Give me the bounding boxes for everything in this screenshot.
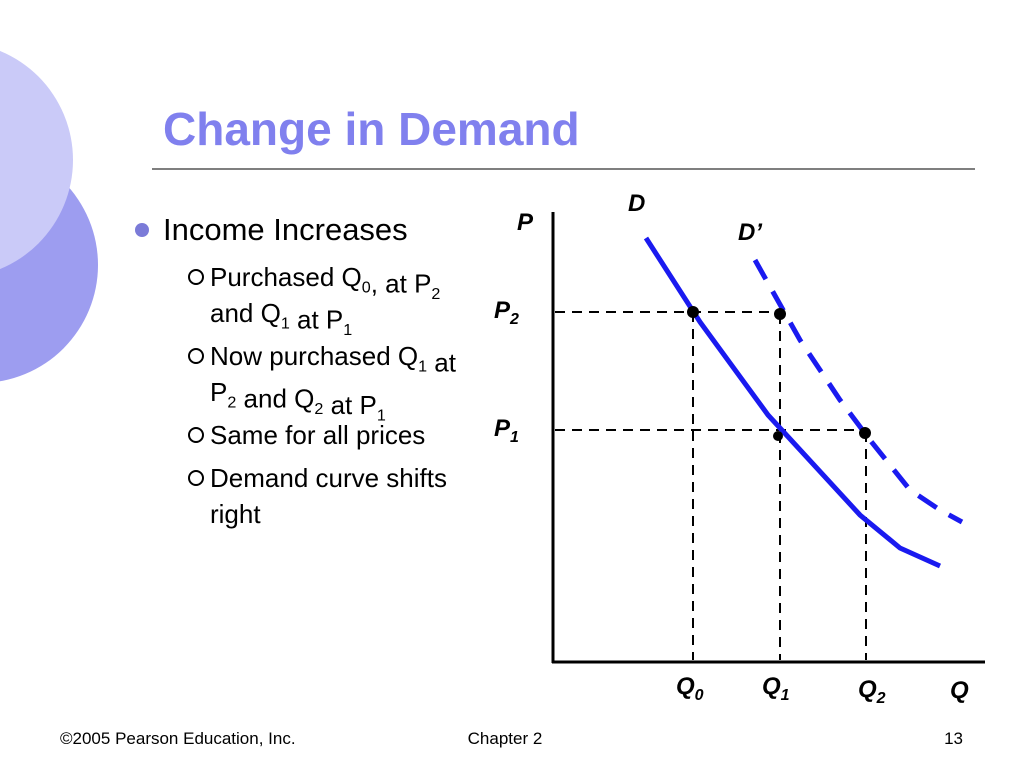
axis-label: Q: [950, 677, 969, 704]
sub-bullet-marker: [188, 427, 204, 443]
subscript: 0: [695, 687, 704, 704]
deco-circle: [0, 50, 73, 270]
subscript: 1: [281, 315, 290, 333]
footer-left: ©2005 Pearson Education, Inc.: [60, 729, 296, 748]
guides: [555, 311, 867, 660]
label-text: Q: [676, 673, 695, 700]
subscript: 1: [510, 429, 519, 446]
diagram-label: Q0: [676, 673, 704, 704]
subscript: 1: [377, 407, 386, 425]
sub-bullet-text: Now purchased Q1 at: [210, 341, 457, 378]
text-run: , at P: [371, 269, 432, 299]
sub-bullet-marker: [188, 470, 204, 486]
subscript: 2: [509, 311, 519, 328]
footer-center: Chapter 2: [468, 729, 543, 748]
point: [859, 427, 871, 439]
text-run: P: [210, 377, 227, 407]
bullet-text: Income Increases: [163, 212, 408, 247]
diagram-label: Q1: [762, 673, 790, 704]
sub-bullet-text: right: [210, 499, 261, 529]
point: [687, 306, 699, 318]
sub-bullet-text: Same for all prices: [210, 420, 425, 450]
subscript: 1: [781, 687, 790, 704]
text-run: at: [427, 348, 457, 378]
sub-bullet-marker: [188, 348, 204, 364]
text-run: and Q: [210, 298, 281, 328]
text-run: Income Increases: [163, 212, 408, 247]
text-run: at P: [290, 305, 343, 335]
point: [773, 431, 783, 441]
point: [774, 308, 786, 320]
text-run: Now purchased Q: [210, 341, 418, 371]
sub-bullet-text: and Q1 at P1: [210, 298, 352, 339]
text-run: Purchased Q: [210, 262, 362, 292]
label-text: Q: [762, 673, 781, 700]
text-run: right: [210, 499, 261, 529]
subscript: 1: [418, 358, 427, 376]
label-text: Q: [858, 676, 877, 703]
diagram-label: P2: [494, 297, 519, 328]
sub-bullet-text: P2 and Q2 at P1: [210, 377, 386, 425]
sub-bullet-marker: [188, 269, 204, 285]
curve-label: D’: [738, 219, 762, 246]
subscript: 0: [362, 279, 371, 297]
axis-label: P: [517, 209, 534, 236]
diagram: [551, 212, 985, 664]
bullet-dot: [135, 223, 149, 237]
curve-label: D: [628, 190, 645, 217]
subscript: 2: [431, 285, 440, 303]
text-run: Demand curve shifts: [210, 463, 447, 493]
text-run: Same for all prices: [210, 420, 425, 450]
subscript: 1: [343, 321, 352, 339]
subscript: 2: [227, 394, 236, 412]
text-run: at P: [323, 390, 376, 420]
label-text: P: [494, 297, 511, 324]
sub-bullet-text: Demand curve shifts: [210, 463, 447, 493]
sub-bullet-text: Purchased Q0, at P2: [210, 262, 440, 303]
text-run: and Q: [236, 384, 314, 414]
diagram-label: P1: [494, 415, 519, 446]
subscript: 2: [876, 690, 886, 707]
shifted-demand-curve: [752, 258, 964, 525]
subscript: 2: [314, 400, 323, 418]
title: Change in Demand: [163, 103, 580, 155]
page-number: 13: [944, 729, 963, 748]
diagram-label: Q2: [858, 676, 886, 707]
label-text: P: [494, 415, 511, 442]
